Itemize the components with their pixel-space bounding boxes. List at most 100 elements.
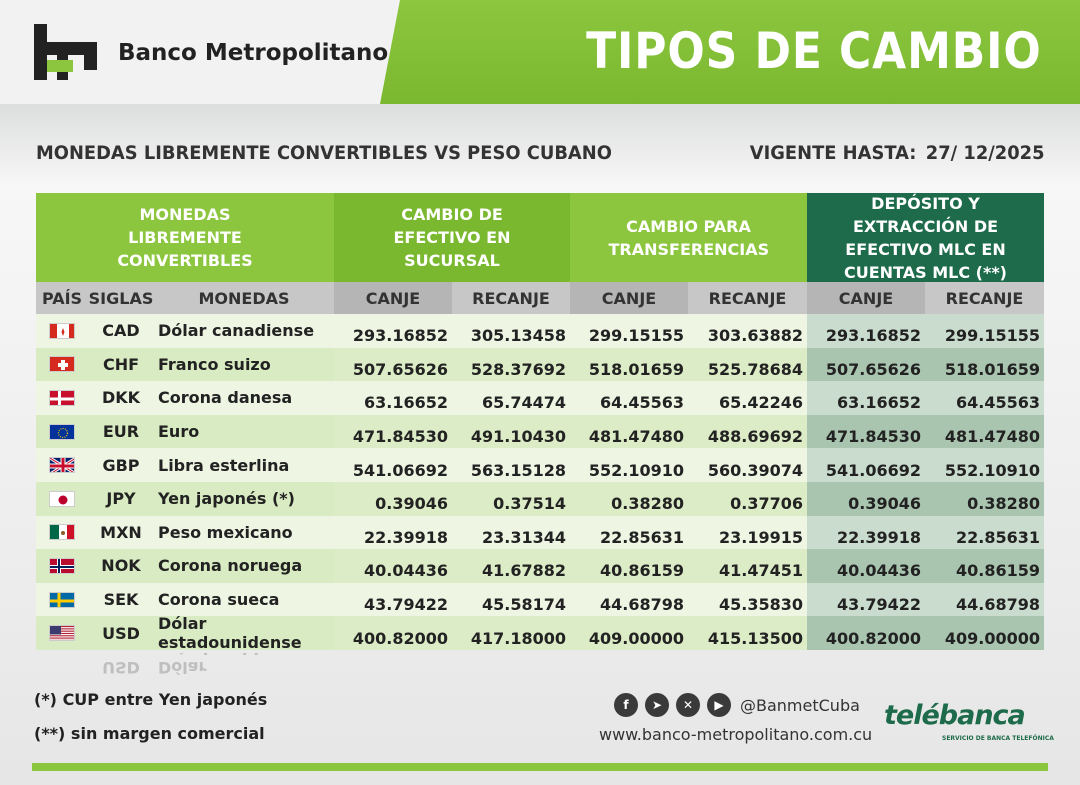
column-header-row: PAÍS SIGLAS MONEDAS CANJE RECANJE CANJE … — [36, 282, 1044, 314]
header-mlc: DEPÓSITO Y EXTRACCIÓN DE EFECTIVO MLC EN… — [807, 193, 1044, 282]
rate-tr-recanje: 488.69692 — [688, 414, 807, 449]
col-monedas: MONEDAS — [154, 282, 334, 314]
currency-code: JPY — [88, 481, 154, 516]
currency-name: Peso mexicano — [154, 515, 334, 550]
rate-ef-canje: 43.79422 — [334, 582, 452, 617]
bank-name: Banco Metropolitano — [118, 40, 389, 66]
social-handle[interactable]: @BanmetCuba — [740, 695, 860, 715]
reflection-siglas: USD — [102, 658, 140, 677]
col-ef-canje: CANJE — [334, 282, 452, 314]
currency-name: Dólar estadounidense — [154, 614, 334, 652]
rate-tr-recanje: 560.39074 — [688, 448, 807, 482]
col-ef-recanje: RECANJE — [452, 282, 570, 314]
rate-mlc-canje: 22.39918 — [807, 515, 925, 550]
country-flag-cell — [36, 481, 88, 516]
currency-code: EUR — [88, 414, 154, 449]
validity-date: VIGENTE HASTA: 27/ 12/2025 — [749, 142, 1044, 164]
col-siglas: SIGLAS — [88, 282, 154, 314]
header-monedas-label: MONEDAS LIBREMENTE CONVERTIBLES — [117, 205, 253, 270]
rate-mlc-recanje: 299.15155 — [925, 314, 1044, 348]
currency-name: Libra esterlina — [154, 448, 334, 482]
rate-ef-recanje: 23.31344 — [452, 515, 570, 550]
rate-ef-canje: 541.06692 — [334, 448, 452, 482]
header-bar: Banco Metropolitano TIPOS DE CAMBIO — [0, 0, 1080, 104]
currency-code: CHF — [88, 347, 154, 382]
rate-ef-recanje: 305.13458 — [452, 314, 570, 348]
logo-area: Banco Metropolitano — [0, 0, 400, 104]
rate-ef-recanje: 491.10430 — [452, 414, 570, 449]
table-row: CHF Franco suizo 507.65626 528.37692 518.016… — [36, 347, 1044, 382]
rate-mlc-canje: 40.04436 — [807, 549, 925, 583]
rate-tr-canje: 0.38280 — [570, 481, 688, 516]
table-row: GBP Libra esterlina 541.06692 563.15128 552.… — [36, 448, 1044, 482]
rate-mlc-recanje: 44.68798 — [925, 582, 1044, 617]
rate-mlc-recanje: 0.38280 — [925, 481, 1044, 516]
country-flag-cell — [36, 616, 88, 650]
rate-tr-recanje: 0.37706 — [688, 481, 807, 516]
rate-ef-recanje: 41.67882 — [452, 549, 570, 583]
bottom-accent-bar — [32, 763, 1048, 771]
flag-canada-icon — [49, 322, 75, 339]
country-flag-cell — [36, 549, 88, 583]
facebook-icon[interactable]: f — [614, 693, 638, 717]
validity-value: 27/ 12/2025 — [925, 142, 1044, 164]
header-transferencias-label: CAMBIO PARA TRANSFERENCIAS — [608, 216, 770, 259]
exchange-rate-table: MONEDAS LIBREMENTE CONVERTIBLES CAMBIO D… — [36, 193, 1044, 652]
country-flag-cell — [36, 381, 88, 415]
validity-label: VIGENTE HASTA: — [749, 142, 916, 164]
rate-ef-recanje: 528.37692 — [452, 347, 570, 382]
col-mlc-recanje: RECANJE — [925, 282, 1044, 314]
rate-mlc-canje: 507.65626 — [807, 347, 925, 382]
table-row: CAD Dólar canadiense 293.16852 305.13458 299… — [36, 314, 1044, 348]
currency-code: MXN — [88, 515, 154, 550]
rate-tr-canje: 64.45563 — [570, 381, 688, 415]
rate-ef-recanje: 65.74474 — [452, 381, 570, 415]
currency-code: SEK — [88, 582, 154, 617]
rate-ef-recanje: 0.37514 — [452, 481, 570, 516]
currency-name: Corona danesa — [154, 381, 334, 415]
rate-tr-canje: 518.01659 — [570, 347, 688, 382]
website-link[interactable]: www.banco-metropolitano.com.cu — [599, 725, 873, 744]
table-row: SEK Corona sueca 43.79422 45.58174 44.68798 4… — [36, 582, 1044, 617]
x-icon[interactable]: ✕ — [676, 693, 700, 717]
header-efectivo: CAMBIO DE EFECTIVO EN SUCURSAL — [334, 193, 570, 282]
rate-ef-canje: 40.04436 — [334, 549, 452, 583]
flag-sweden-icon — [49, 591, 75, 608]
rate-mlc-recanje: 40.86159 — [925, 549, 1044, 583]
rate-ef-canje: 63.16652 — [334, 381, 452, 415]
telebanca-logo: telébanca SERVICIO DE BANCA TELEFÓNICA — [884, 700, 1054, 746]
rate-mlc-recanje: 481.47480 — [925, 414, 1044, 449]
currency-code: NOK — [88, 549, 154, 583]
rate-mlc-canje: 541.06692 — [807, 448, 925, 482]
currency-code: DKK — [88, 381, 154, 415]
currency-name: Yen japonés (*) — [154, 481, 334, 516]
rate-tr-canje: 552.10910 — [570, 448, 688, 482]
rate-mlc-canje: 43.79422 — [807, 582, 925, 617]
table-row: MXN Peso mexicano 22.39918 23.31344 22.85631… — [36, 515, 1044, 550]
footnote-yen: (*) CUP entre Yen japonés — [34, 690, 268, 709]
flag-switzerland-icon — [49, 356, 75, 373]
rate-mlc-recanje: 552.10910 — [925, 448, 1044, 482]
currency-name: Corona sueca — [154, 582, 334, 617]
reflection-moneda: Dólar estadounidense — [158, 653, 302, 677]
footnote-mlc: (**) sin margen comercial — [34, 724, 265, 743]
rate-mlc-recanje: 409.00000 — [925, 616, 1044, 650]
rate-tr-recanje: 65.42246 — [688, 381, 807, 415]
rate-ef-canje: 293.16852 — [334, 314, 452, 348]
country-flag-cell — [36, 582, 88, 617]
rate-tr-canje: 22.85631 — [570, 515, 688, 550]
country-flag-cell — [36, 515, 88, 550]
youtube-icon[interactable]: ▶ — [707, 693, 731, 717]
rate-tr-recanje: 525.78684 — [688, 347, 807, 382]
country-flag-cell — [36, 347, 88, 382]
currency-code: GBP — [88, 448, 154, 482]
table-subtitle: MONEDAS LIBREMENTE CONVERTIBLES VS PESO … — [36, 142, 612, 164]
rate-tr-canje: 44.68798 — [570, 582, 688, 617]
flag-eu-icon — [49, 423, 75, 440]
flag-norway-icon — [49, 557, 75, 574]
rate-tr-recanje: 45.35830 — [688, 582, 807, 617]
telegram-icon[interactable]: ➤ — [645, 693, 669, 717]
flag-uk-icon — [49, 457, 75, 474]
table-row: EUR Euro 471.84530 491.10430 481.47480 488.69… — [36, 414, 1044, 449]
rate-ef-canje: 507.65626 — [334, 347, 452, 382]
